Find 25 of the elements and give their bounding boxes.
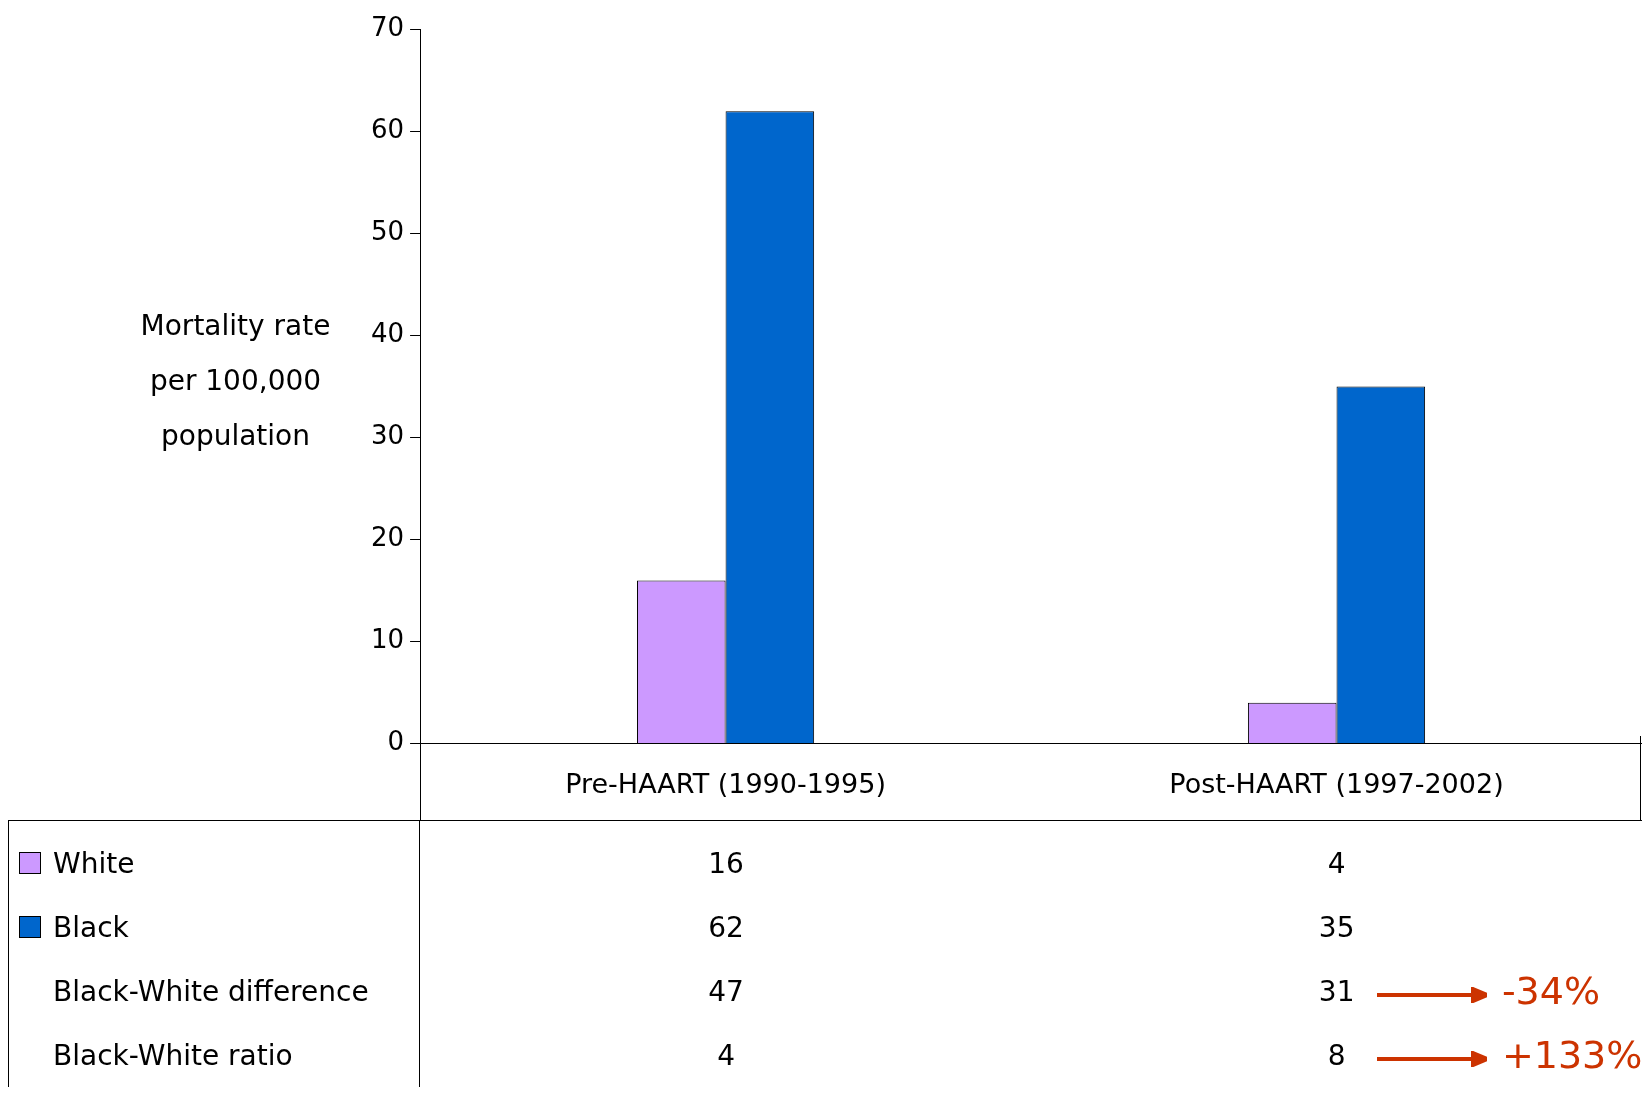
- y-tick-label: 50: [370, 216, 405, 247]
- legend-label: White: [53, 846, 135, 880]
- text: Black-White difference: [52, 974, 370, 1008]
- data-label: 62: [707, 910, 745, 944]
- x-tick-label: Pre-HAART (1990-1995): [565, 767, 886, 799]
- y-tick-label: 30: [370, 420, 405, 451]
- text: 4: [716, 1038, 736, 1072]
- data-label: 35: [1317, 910, 1356, 944]
- y-tick-label: 0: [387, 726, 405, 757]
- y-tick-label: 60: [370, 114, 405, 145]
- text: -34%: [1501, 969, 1601, 1013]
- y-tick-label: 40: [370, 318, 405, 349]
- text: 8: [1327, 1038, 1346, 1072]
- y-tick-label: 20: [370, 522, 405, 553]
- legend-label: Black: [53, 910, 129, 944]
- text: 31: [1318, 974, 1355, 1008]
- text: +133%: [1501, 1033, 1643, 1077]
- x-tick-label: Post-HAART (1997-2002): [1169, 767, 1504, 799]
- text: Black-White ratio: [52, 1038, 294, 1072]
- y-axis-title: Mortality rate per 100,000 population: [139, 308, 332, 454]
- data-label: 4: [1326, 846, 1347, 880]
- text: 47: [707, 974, 745, 1008]
- y-tick-label: 70: [370, 12, 405, 43]
- y-tick-label: 10: [370, 624, 405, 655]
- data-label: 16: [707, 846, 745, 880]
